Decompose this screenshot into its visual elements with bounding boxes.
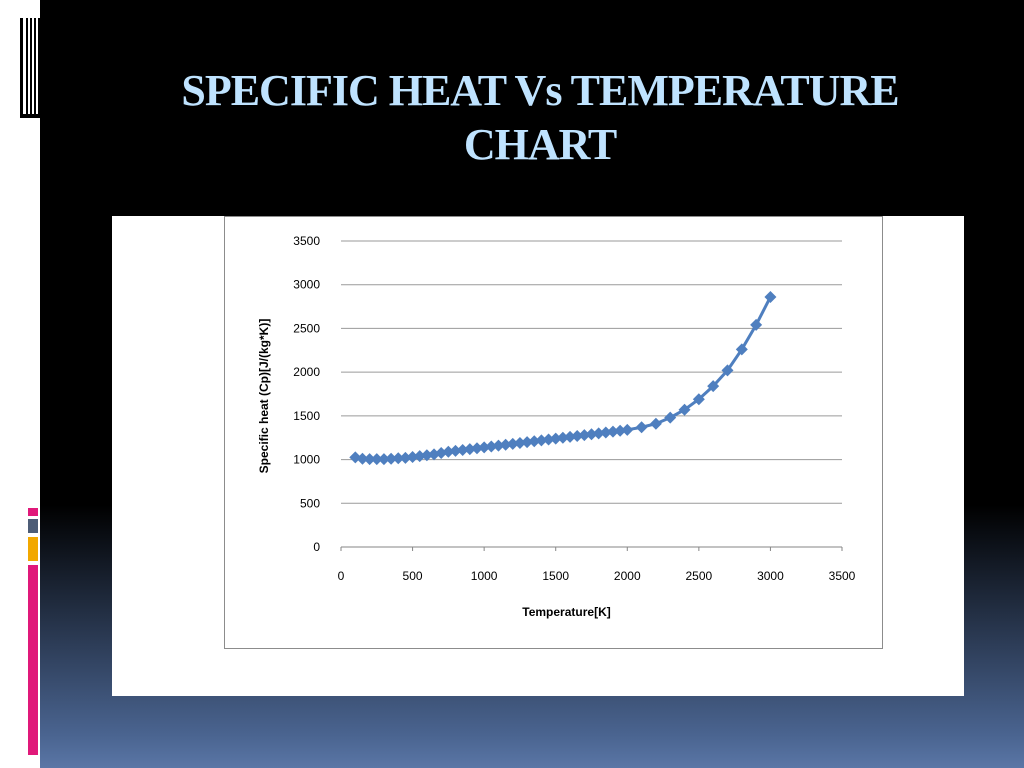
data-point: [363, 453, 376, 466]
data-point: [449, 444, 462, 457]
accent-bars: [28, 508, 38, 758]
data-point: [485, 440, 498, 453]
data-point: [413, 450, 426, 463]
data-point: [764, 290, 777, 303]
slide-title: SPECIFIC HEAT Vs TEMPERATURE CHART: [181, 66, 899, 169]
data-point: [521, 436, 534, 449]
chart-series: [349, 290, 777, 466]
data-point: [564, 430, 577, 443]
x-tick-label: 1500: [542, 569, 569, 583]
chart-gridlines: [340, 240, 843, 551]
data-point: [692, 393, 705, 406]
x-tick-label: 1000: [471, 569, 498, 583]
data-point: [356, 452, 369, 465]
data-point: [585, 428, 598, 441]
data-point: [535, 434, 548, 447]
data-point: [621, 423, 634, 436]
data-point: [435, 447, 448, 460]
y-tick-label: 3500: [293, 234, 320, 248]
y-tick-label: 3000: [293, 278, 320, 292]
data-point: [707, 380, 720, 393]
data-point: [635, 421, 648, 434]
data-point: [392, 452, 405, 465]
y-tick-label: 1000: [293, 453, 320, 467]
data-point: [678, 403, 691, 416]
data-point: [377, 453, 390, 466]
accent-bar-orange: [28, 537, 38, 561]
x-tick-label: 2500: [686, 569, 713, 583]
data-point: [542, 433, 555, 446]
y-tick-label: 500: [300, 496, 320, 510]
y-tick-label: 2000: [293, 365, 320, 379]
accent-bar-pink-long: [28, 565, 38, 755]
data-point: [592, 427, 605, 440]
chart-frame: [224, 216, 883, 649]
data-point: [571, 429, 584, 442]
data-point: [420, 449, 433, 462]
data-point: [528, 435, 541, 448]
data-point: [478, 441, 491, 454]
data-point: [614, 424, 627, 437]
data-point: [735, 343, 748, 356]
x-tick-label: 500: [403, 569, 423, 583]
data-point: [385, 452, 398, 465]
accent-bar-gray: [28, 519, 38, 533]
data-point: [463, 443, 476, 456]
y-axis-label: Specific heat (Cp)[J/(kg*K)]: [257, 319, 271, 474]
data-point: [370, 453, 383, 466]
specific-heat-chart: 0 500 1000 1500 2000 2500 3000 3500 0 500 1000 1500…: [257, 234, 856, 619]
data-point: [513, 436, 526, 449]
data-point: [470, 442, 483, 455]
y-tick-label: 1500: [293, 409, 320, 423]
data-point: [599, 426, 612, 439]
chart-tick-labels: 0 500 1000 1500 2000 2500 3000 3500 0 500 1000 1500…: [293, 234, 855, 583]
data-point: [399, 451, 412, 464]
data-point: [721, 364, 734, 377]
data-point: [750, 318, 763, 331]
x-tick-label: 3500: [829, 569, 856, 583]
data-point: [406, 450, 419, 463]
data-point: [556, 431, 569, 444]
data-point: [456, 443, 469, 456]
data-point: [506, 437, 519, 450]
y-tick-label: 0: [313, 540, 320, 554]
data-point: [442, 445, 455, 458]
data-point: [578, 429, 591, 442]
accent-bar-pink-top: [28, 508, 38, 516]
data-point: [649, 417, 662, 430]
document-stack-icon: [20, 18, 42, 118]
x-tick-label: 0: [338, 569, 345, 583]
x-axis-label: Temperature[K]: [522, 605, 610, 619]
data-point: [499, 438, 512, 451]
x-tick-label: 2000: [614, 569, 641, 583]
x-tick-label: 3000: [757, 569, 784, 583]
data-point: [606, 425, 619, 438]
data-point: [492, 439, 505, 452]
data-point: [664, 411, 677, 424]
y-tick-label: 2500: [293, 321, 320, 335]
data-point: [549, 432, 562, 445]
